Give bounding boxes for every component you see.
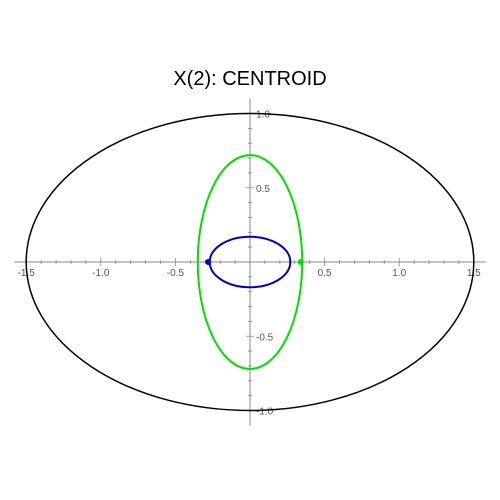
- data-point-1: [297, 259, 304, 265]
- x-tick-label: -0.5: [167, 268, 185, 279]
- y-tick-label: -1.0: [256, 407, 274, 418]
- y-tick-label: -0.5: [256, 332, 274, 343]
- chart-title: X(2): CENTROID: [173, 68, 327, 90]
- x-tick-label: -1.0: [92, 268, 110, 279]
- ellipse-curve-0: [25, 112, 475, 412]
- y-tick-label: 0.5: [256, 184, 270, 195]
- x-tick-label: 0.5: [318, 268, 332, 279]
- x-tick-label: 1.5: [467, 268, 481, 279]
- x-tick-label: 1.0: [392, 268, 406, 279]
- axes: -1.5 -1.0 -0.5 0.5 1.0 1.51.00.5-0.5-1.0: [14, 98, 486, 426]
- data-point-0: [205, 259, 212, 265]
- points: [205, 259, 304, 265]
- y-tick-label: 1.0: [256, 110, 270, 121]
